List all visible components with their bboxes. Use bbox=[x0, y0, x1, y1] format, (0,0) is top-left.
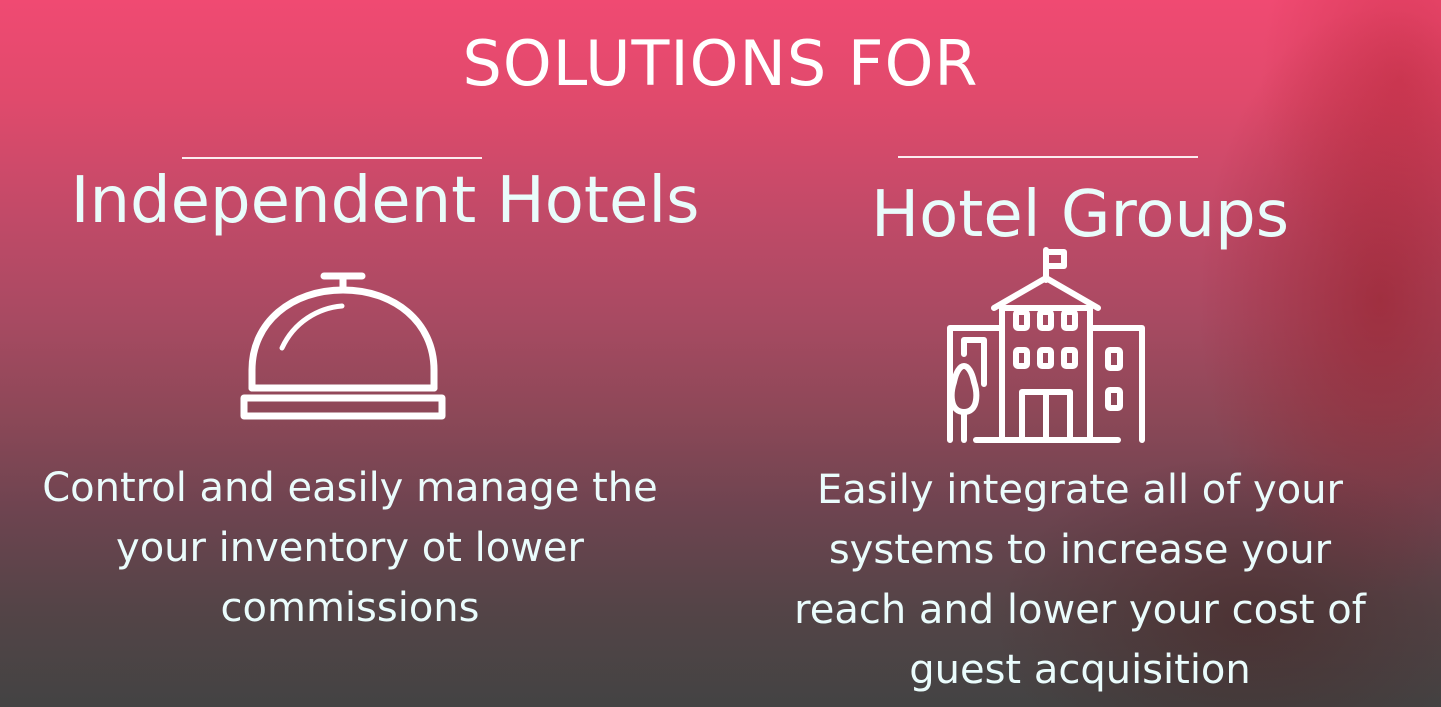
service-bell-icon bbox=[240, 272, 446, 420]
heading-divider bbox=[182, 157, 482, 159]
page-title: SOLUTIONS FOR bbox=[462, 27, 979, 100]
column-heading: Independent Hotels bbox=[70, 164, 700, 238]
column-description: Easily integrate all of your systems to … bbox=[794, 467, 1366, 693]
column-description: Control and easily manage the your inven… bbox=[42, 465, 658, 631]
hotel-building-icon bbox=[947, 247, 1145, 443]
column-heading: Hotel Groups bbox=[870, 178, 1290, 252]
heading-divider bbox=[898, 156, 1198, 158]
